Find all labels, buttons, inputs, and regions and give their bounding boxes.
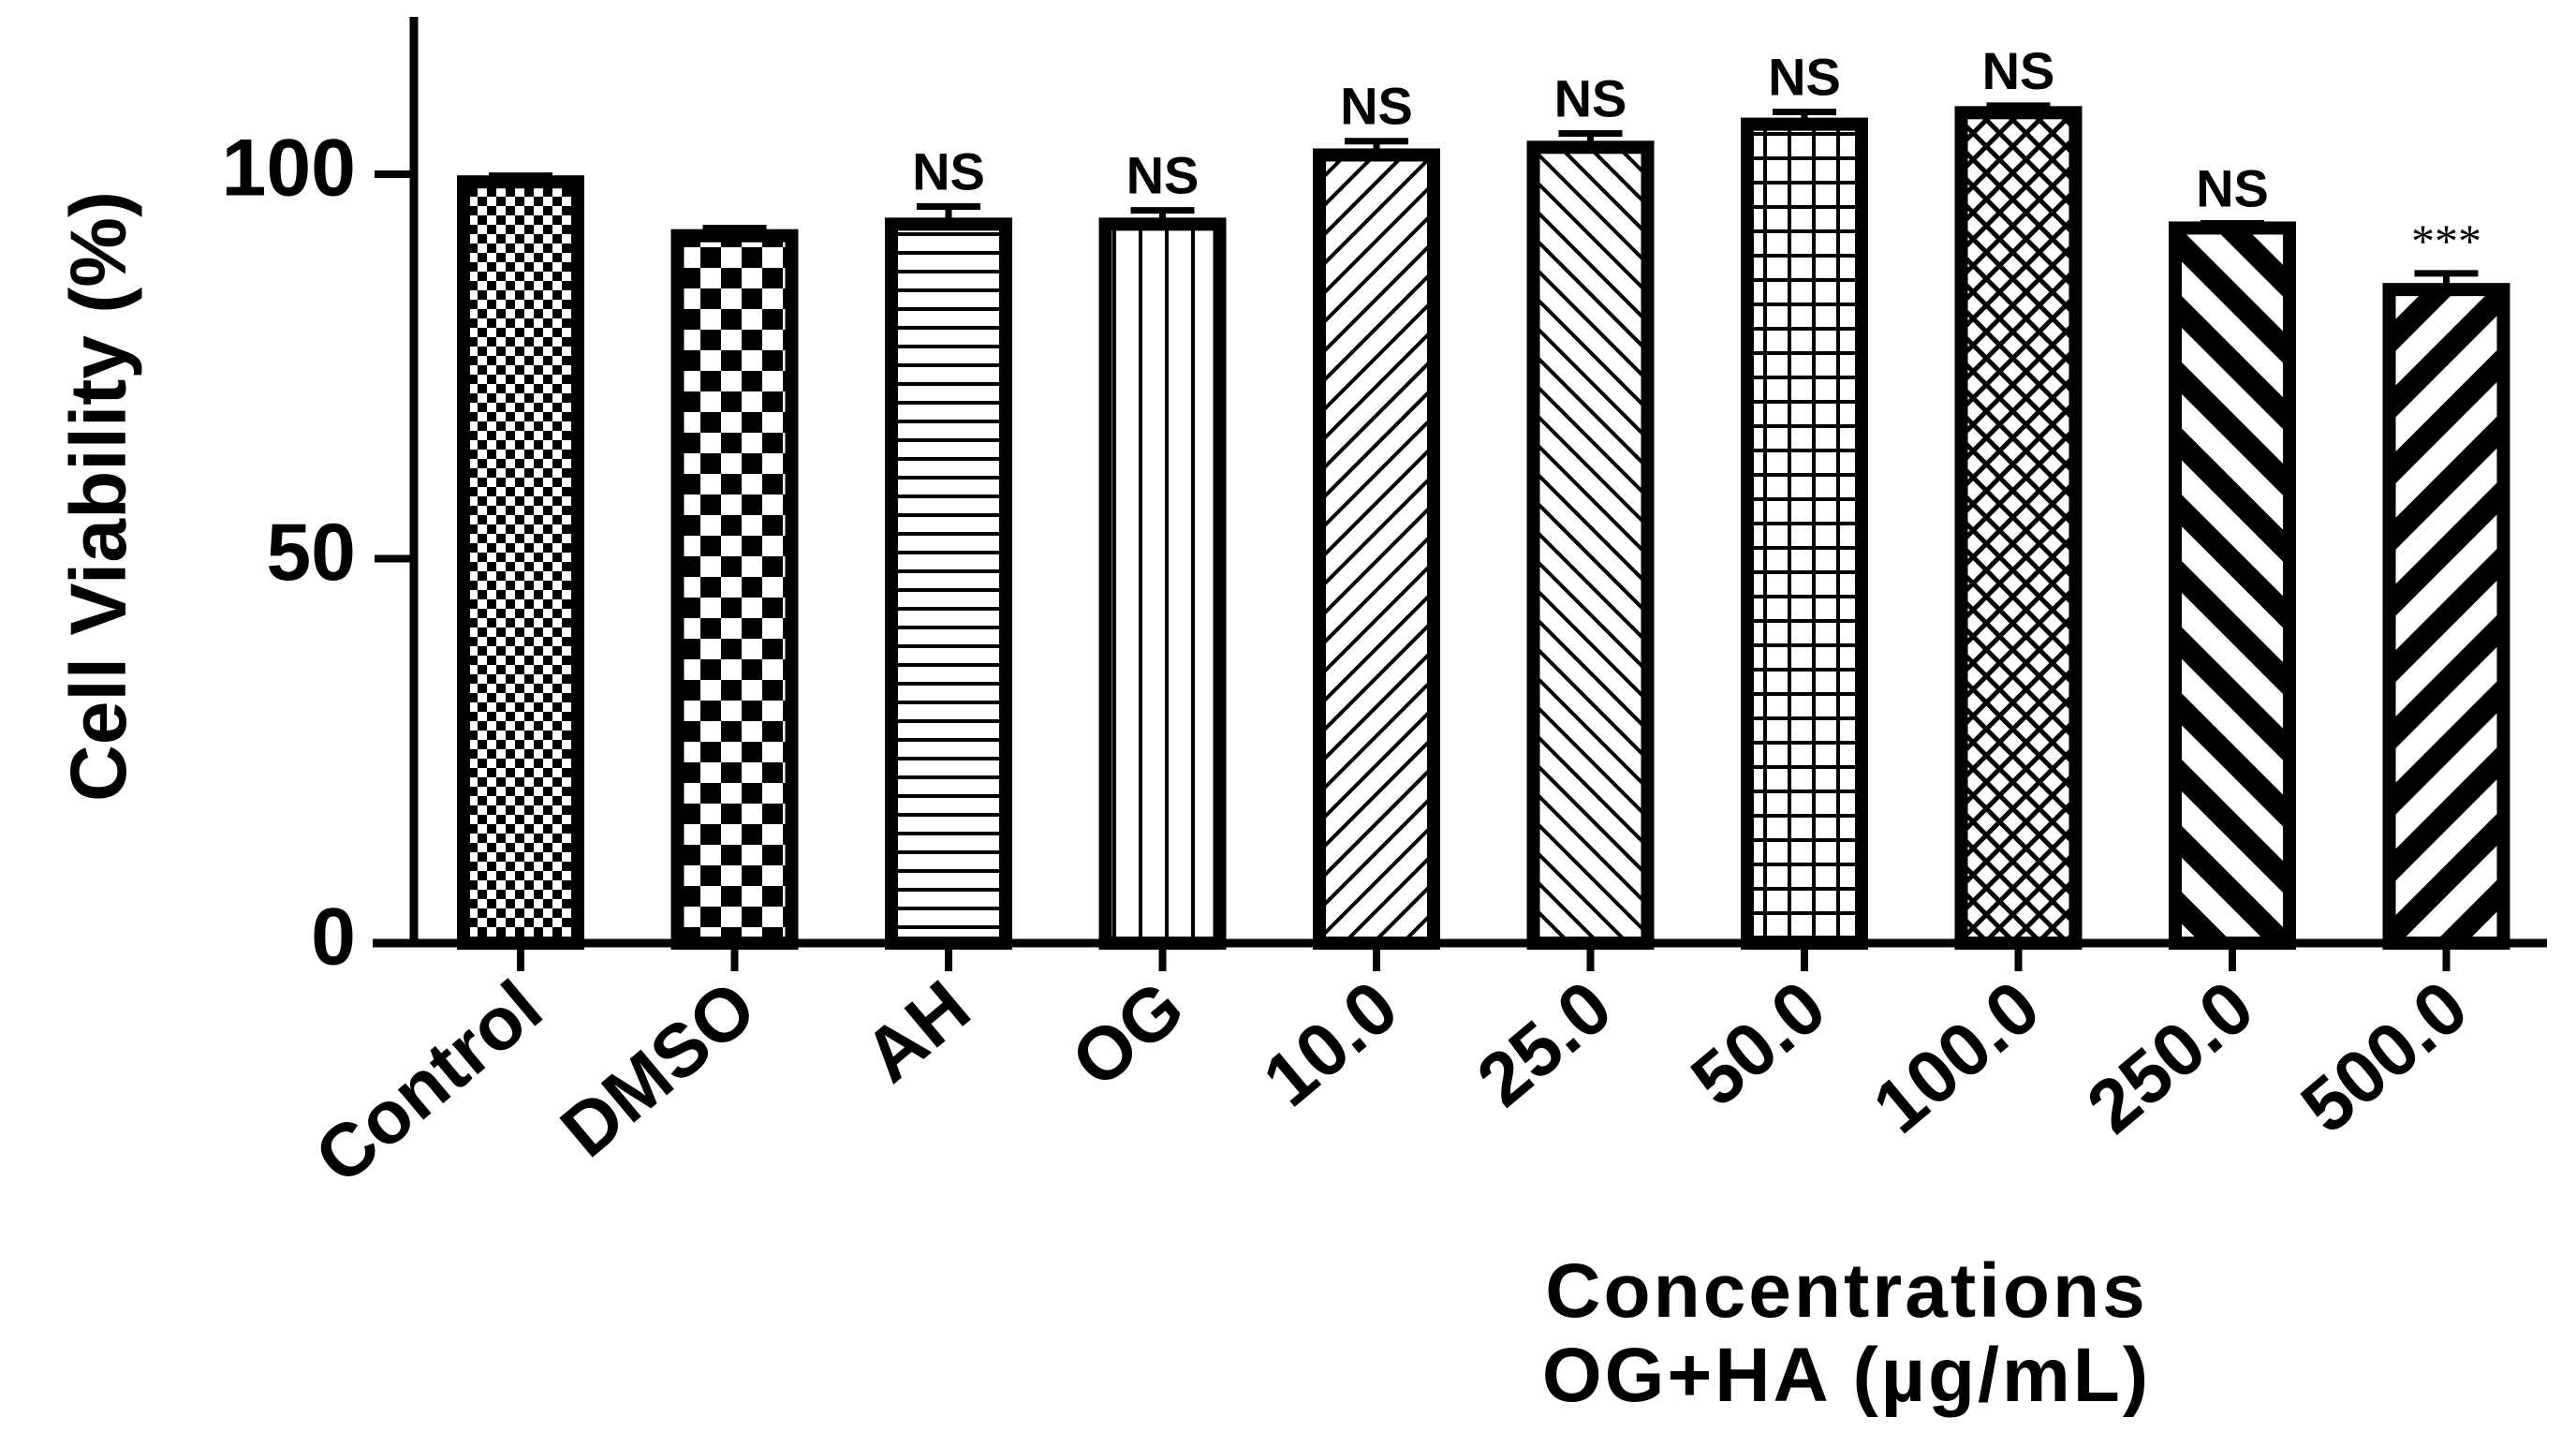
error-bar-500-0 xyxy=(2414,270,2479,290)
x-ticks-layer xyxy=(517,943,2451,971)
bar-og xyxy=(1098,217,1227,951)
bar-ah xyxy=(885,217,1012,951)
category-label-50-0: 50.0 xyxy=(1675,965,1840,1122)
y-tick-label-100: 100 xyxy=(222,124,357,214)
bar-10-0 xyxy=(1313,148,1440,951)
category-label-100-0: 100.0 xyxy=(1858,965,2055,1149)
category-label-25-0: 25.0 xyxy=(1462,965,1627,1122)
significance-label-250-0: NS xyxy=(2196,159,2269,218)
error-bar-100-0 xyxy=(1986,102,2051,113)
significance-label-100-0: NS xyxy=(1982,41,2055,100)
y-ticks-layer: 0 50 100 xyxy=(222,124,414,982)
significance-labels-layer: NS NS NS NS NS NS NS *** xyxy=(912,41,2481,267)
significance-label-10-0: NS xyxy=(1340,77,1413,136)
y-tick-label-0: 0 xyxy=(311,893,356,982)
error-bar-250-0 xyxy=(2201,220,2264,229)
error-bar-dmso xyxy=(702,224,767,236)
category-label-control: Control xyxy=(300,965,557,1200)
category-label-500-0: 500.0 xyxy=(2286,965,2483,1149)
error-bar-50-0 xyxy=(1773,108,1836,125)
bar-25-0 xyxy=(1526,140,1655,950)
x-axis-title-line2: OG+HA (µg/mL) xyxy=(1542,1333,2151,1418)
significance-label-500-0: *** xyxy=(2411,214,2481,267)
category-label-dmso: DMSO xyxy=(545,965,771,1173)
y-tick-label-50: 50 xyxy=(266,508,356,598)
bar-250-0 xyxy=(2169,221,2296,951)
bar-50-0 xyxy=(1741,117,1868,950)
x-axis-title-line1: Concentrations xyxy=(1545,1248,2147,1334)
category-label-10-0: 10.0 xyxy=(1247,965,1412,1122)
bar-dmso xyxy=(670,229,799,950)
error-bar-control xyxy=(489,172,552,183)
error-bar-25-0 xyxy=(1558,129,1623,148)
bars-layer xyxy=(457,106,2510,951)
error-bar-ah xyxy=(917,202,980,225)
bar-500-0 xyxy=(2382,283,2510,950)
error-bars-layer xyxy=(489,102,2479,290)
error-bar-10-0 xyxy=(1345,138,1408,155)
category-label-250-0: 250.0 xyxy=(2071,965,2269,1149)
bar-100-0 xyxy=(1954,106,2083,950)
bar-control xyxy=(457,175,584,950)
y-axis-title: Cell Viability (%) xyxy=(54,191,142,802)
significance-label-50-0: NS xyxy=(1768,47,1841,106)
category-label-og: OG xyxy=(1056,965,1200,1103)
significance-label-og: NS xyxy=(1126,146,1200,205)
significance-label-ah: NS xyxy=(912,141,985,200)
category-label-ah: AH xyxy=(848,965,985,1098)
error-bar-og xyxy=(1130,207,1195,225)
significance-label-25-0: NS xyxy=(1554,68,1627,127)
